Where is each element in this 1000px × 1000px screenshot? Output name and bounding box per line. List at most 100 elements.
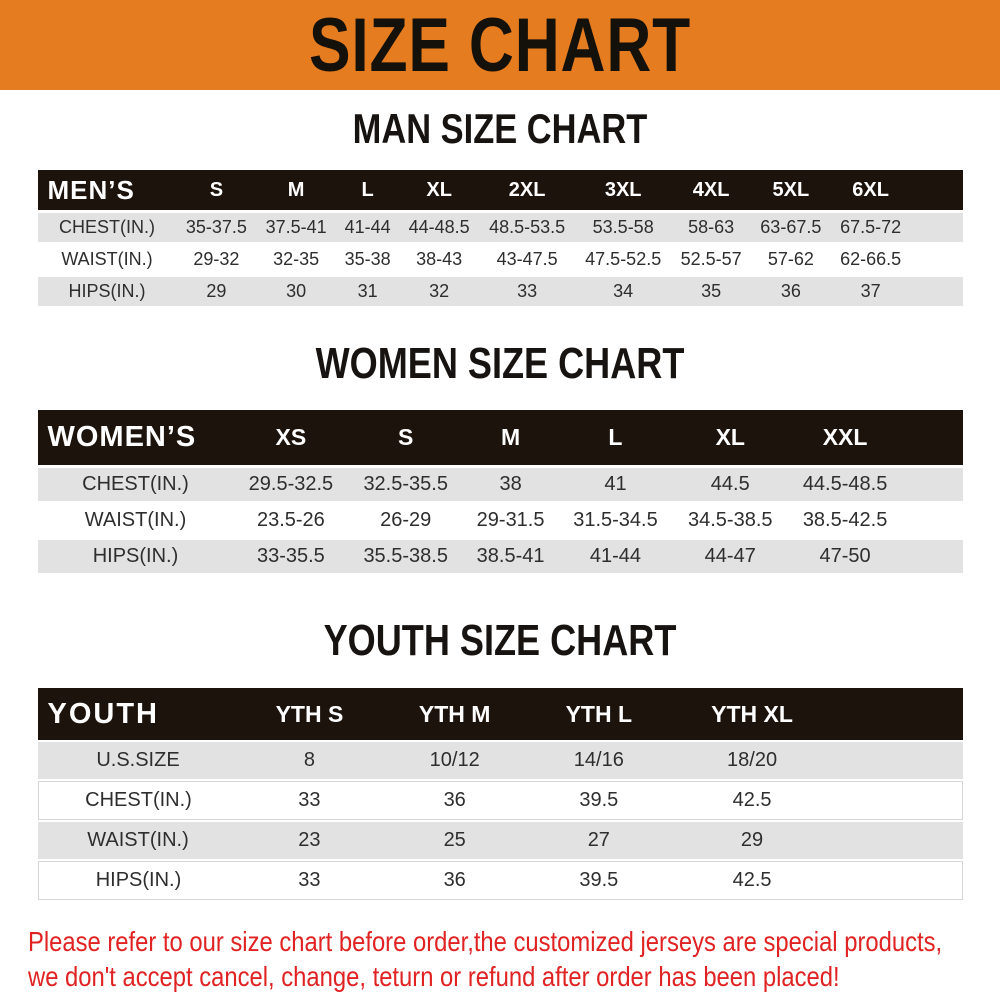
measure-value: 63-67.5: [750, 213, 831, 242]
women-size-chart-section: WOMEN SIZE CHART WOMEN’S XS S M L XL XXL CHEST(…: [0, 309, 1000, 576]
measure-value: 41-44: [335, 213, 400, 242]
measure-value: 35-38: [335, 245, 400, 274]
size-column-header: 5XL: [750, 170, 831, 210]
size-column-header: 3XL: [575, 170, 672, 210]
measure-label: HIPS(IN.): [37, 540, 234, 573]
measure-value: 26-29: [348, 504, 464, 537]
measure-value: 36: [750, 277, 831, 306]
measure-label: WAIST(IN.): [37, 822, 239, 859]
measure-row: CHEST(IN.) 29.5-32.5 32.5-35.5 38 41 44.5 44.5…: [37, 468, 963, 501]
measure-label: CHEST(IN.): [37, 781, 239, 820]
table-group-label: WOMEN’S: [37, 410, 234, 465]
measure-value: 44.5-48.5: [787, 468, 903, 501]
size-column-header: XL: [399, 170, 480, 210]
spacer-cell: [902, 504, 963, 537]
disclaimer-line-2: we don't accept cancel, change, teturn o…: [28, 961, 840, 992]
measure-value: 39.5: [529, 861, 669, 900]
measure-label: U.S.SIZE: [37, 742, 239, 779]
measure-value: 42.5: [668, 861, 836, 900]
measure-row: HIPS(IN.) 33-35.5 35.5-38.5 38.5-41 41-44 44-…: [37, 540, 963, 573]
measure-value: 67.5-72: [830, 213, 911, 242]
measure-value: 10/12: [380, 742, 530, 779]
table-header-row: YOUTH YTH S YTH M YTH L YTH XL: [37, 688, 963, 740]
size-column-header: YTH S: [238, 688, 381, 740]
measure-value: 32.5-35.5: [348, 468, 464, 501]
measure-value: 47-50: [787, 540, 903, 573]
table-group-label: YOUTH: [37, 688, 239, 740]
measure-value: 31.5-34.5: [558, 504, 673, 537]
measure-row: WAIST(IN.) 23 25 27 29: [37, 822, 963, 859]
measure-label: CHEST(IN.): [37, 468, 234, 501]
measure-value: 32-35: [256, 245, 336, 274]
size-column-header: YTH XL: [668, 688, 836, 740]
size-column-header: M: [463, 410, 559, 465]
measure-value: 43-47.5: [479, 245, 576, 274]
measure-value: 30: [256, 277, 336, 306]
measure-label: HIPS(IN.): [37, 861, 239, 900]
spacer-cell: [910, 170, 963, 210]
measure-value: 8: [238, 742, 381, 779]
size-column-header: L: [558, 410, 673, 465]
measure-value: 29-32: [176, 245, 257, 274]
measure-row: HIPS(IN.) 29 30 31 32 33 34 35 36 37: [37, 277, 963, 306]
measure-value: 41: [558, 468, 673, 501]
measure-value: 38.5-42.5: [787, 504, 903, 537]
measure-value: 52.5-57: [671, 245, 751, 274]
size-chart-banner: SIZE CHART: [0, 0, 1000, 90]
spacer-cell: [902, 468, 963, 501]
measure-value: 44-47: [672, 540, 788, 573]
measure-value: 31: [335, 277, 400, 306]
measure-value: 29.5-32.5: [233, 468, 349, 501]
measure-value: 44-48.5: [399, 213, 480, 242]
measure-value: 39.5: [529, 781, 669, 820]
measure-value: 35-37.5: [176, 213, 257, 242]
measure-value: 53.5-58: [575, 213, 672, 242]
spacer-cell: [835, 688, 963, 740]
measure-label: HIPS(IN.): [37, 277, 177, 306]
measure-value: 42.5: [668, 781, 836, 820]
measure-value: 32: [399, 277, 480, 306]
measure-label: CHEST(IN.): [37, 213, 177, 242]
youth-section-heading: YOUTH SIZE CHART: [323, 616, 677, 665]
measure-value: 38: [463, 468, 559, 501]
spacer-cell: [902, 540, 963, 573]
measure-value: 23.5-26: [233, 504, 349, 537]
spacer-cell: [835, 822, 963, 859]
measure-label: WAIST(IN.): [37, 245, 177, 274]
size-column-header: L: [335, 170, 400, 210]
measure-value: 33: [238, 861, 381, 900]
measure-value: 34.5-38.5: [672, 504, 788, 537]
measure-label: WAIST(IN.): [37, 504, 234, 537]
spacer-cell: [910, 277, 963, 306]
measure-value: 29-31.5: [463, 504, 559, 537]
size-column-header: S: [176, 170, 257, 210]
spacer-cell: [835, 742, 963, 779]
measure-value: 33: [238, 781, 381, 820]
women-section-heading: WOMEN SIZE CHART: [315, 339, 685, 388]
page-title: SIZE CHART: [308, 2, 692, 88]
size-column-header: YTH L: [529, 688, 669, 740]
measure-value: 18/20: [668, 742, 836, 779]
measure-value: 35.5-38.5: [348, 540, 464, 573]
women-size-table: WOMEN’S XS S M L XL XXL CHEST(IN.) 29.5-32.5 32.5…: [37, 407, 963, 576]
men-size-chart-section: MAN SIZE CHART MEN’S S M L XL 2XL 3XL 4XL 5XL 6XL…: [0, 90, 1000, 309]
measure-value: 47.5-52.5: [575, 245, 672, 274]
size-column-header: 4XL: [671, 170, 751, 210]
measure-row: WAIST(IN.) 23.5-26 26-29 29-31.5 31.5-34.5 34…: [37, 504, 963, 537]
measure-value: 36: [380, 861, 530, 900]
measure-value: 44.5: [672, 468, 788, 501]
spacer-cell: [910, 213, 963, 242]
measure-value: 62-66.5: [830, 245, 911, 274]
men-size-table: MEN’S S M L XL 2XL 3XL 4XL 5XL 6XL CHEST(IN.) 35-37…: [37, 167, 963, 309]
spacer-cell: [835, 781, 963, 820]
measure-value: 27: [529, 822, 669, 859]
measure-value: 34: [575, 277, 672, 306]
order-disclaimer: Please refer to our size chart before or…: [28, 924, 942, 994]
size-column-header: XXL: [787, 410, 903, 465]
size-column-header: 2XL: [479, 170, 576, 210]
size-column-header: YTH M: [380, 688, 530, 740]
measure-value: 37.5-41: [256, 213, 336, 242]
men-section-heading: MAN SIZE CHART: [352, 105, 648, 152]
measure-value: 14/16: [529, 742, 669, 779]
size-column-header: XS: [233, 410, 349, 465]
